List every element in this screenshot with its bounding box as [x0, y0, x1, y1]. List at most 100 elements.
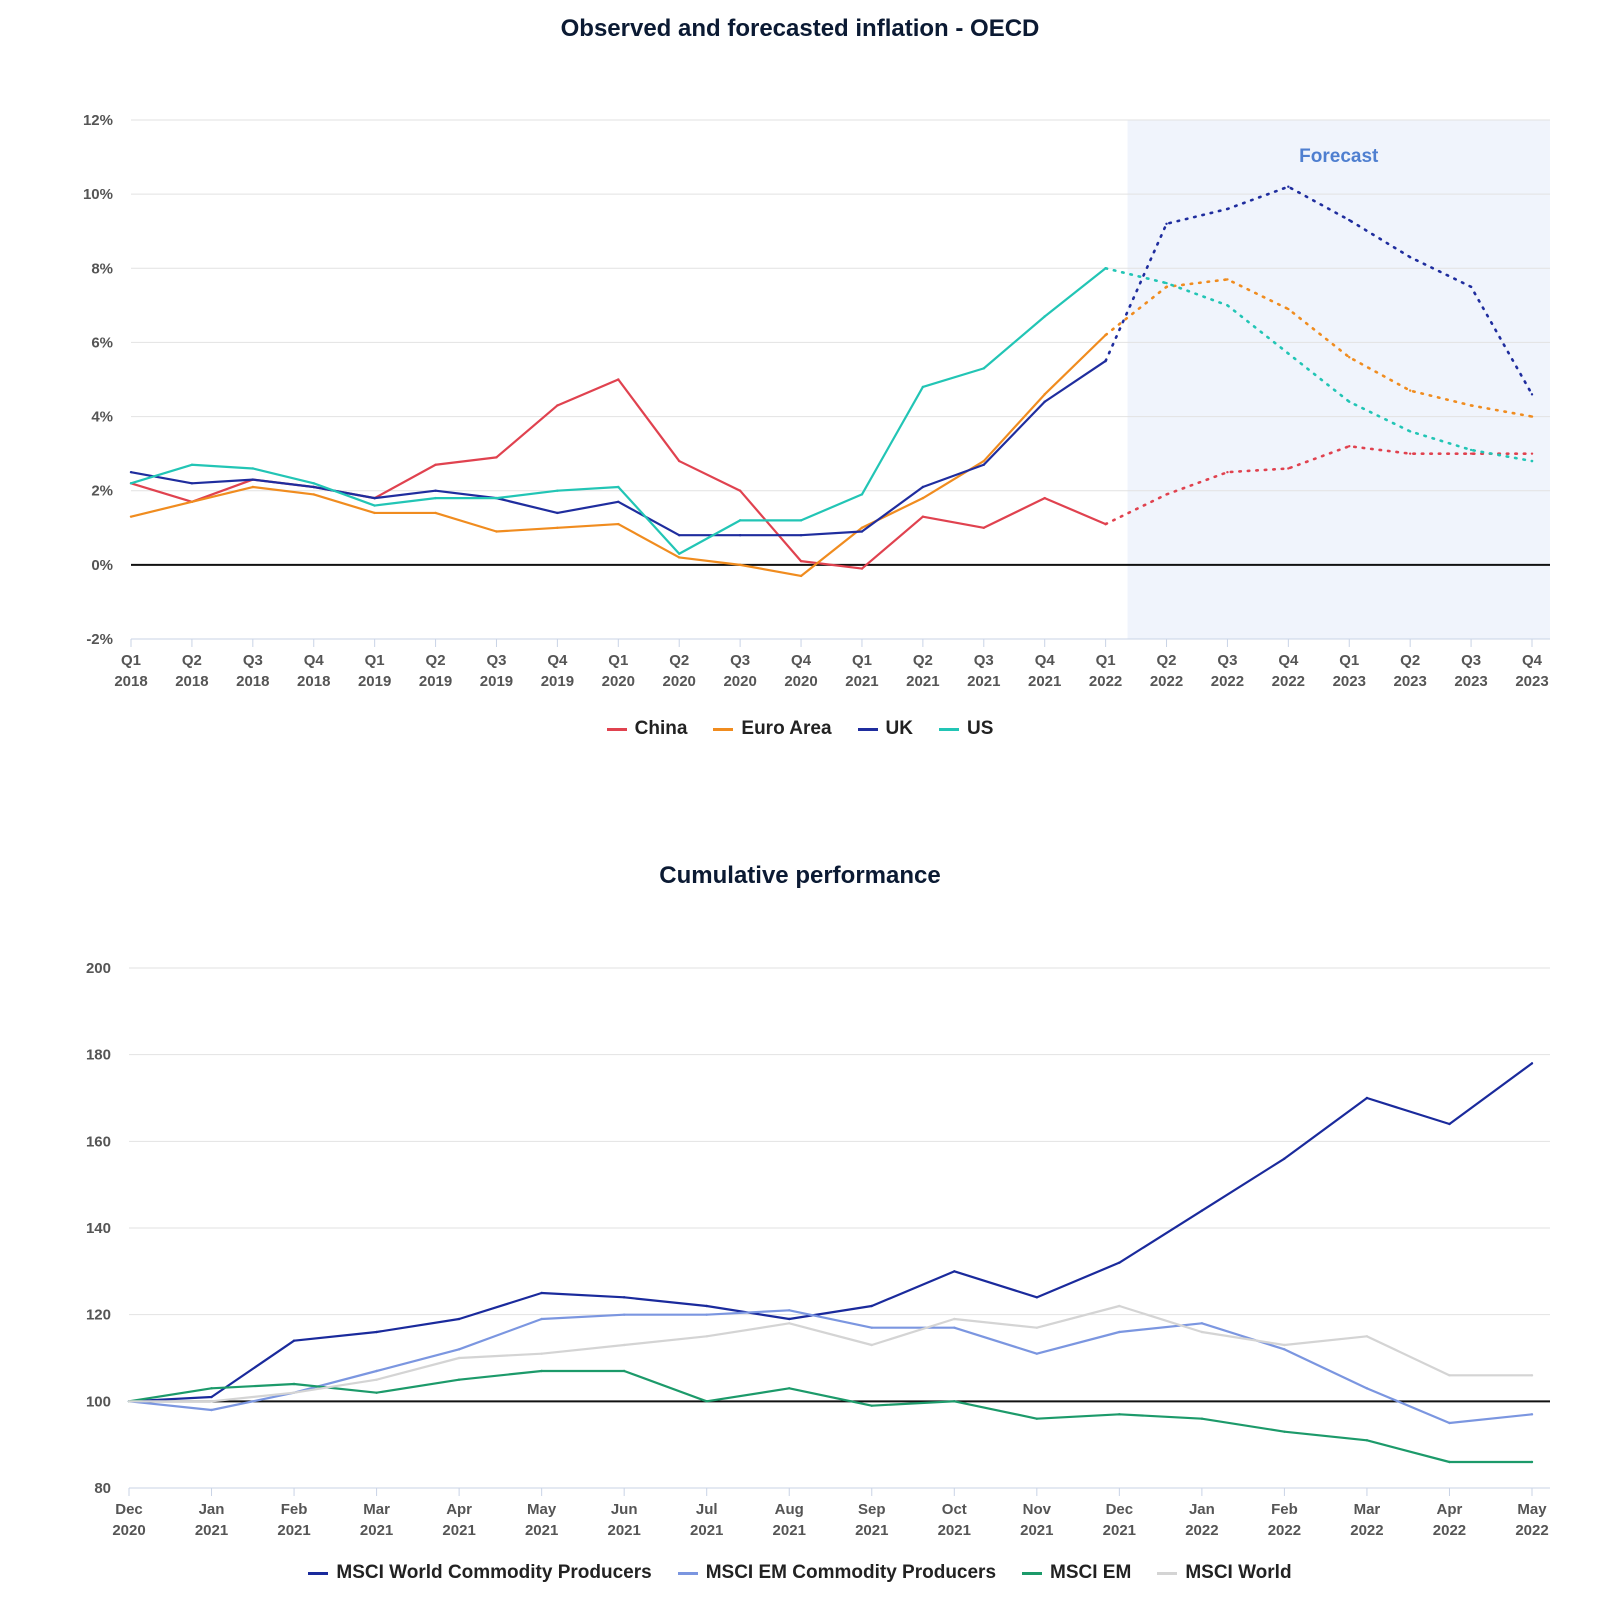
legend-swatch: [308, 1571, 329, 1575]
x-tick-label: Q2 2022: [1150, 652, 1183, 690]
data-point: [312, 482, 315, 485]
y-tick-label: 4%: [91, 409, 113, 426]
legend-swatch: [938, 727, 959, 731]
data-point: [1200, 1330, 1204, 1334]
data-point: [210, 1408, 213, 1412]
data-point: [1283, 1343, 1286, 1347]
data-point: [870, 1343, 873, 1347]
data-point: [799, 519, 803, 522]
data-point: [921, 485, 925, 489]
data-point: [799, 559, 803, 563]
data-point: [434, 511, 437, 515]
chart-title-cumulative: Cumulative performance: [659, 862, 941, 889]
y-tick-label: 200: [86, 960, 111, 977]
x-tick-label: Jun 2021: [607, 1501, 640, 1539]
data-point: [373, 504, 376, 507]
series-line-msci-em: [128, 1369, 1532, 1464]
legend-item-uk[interactable]: UK: [857, 718, 913, 740]
data-point: [1408, 452, 1412, 455]
legend-item-msci-em-commodity-producers[interactable]: MSCI EM Commodity Producers: [677, 1562, 997, 1584]
data-point: [1104, 522, 1107, 526]
series-line-msci-world-commodity-producers: [128, 1062, 1533, 1403]
data-point: [1348, 400, 1351, 403]
data-point: [678, 459, 681, 463]
data-point: [705, 1400, 708, 1403]
data-point: [982, 526, 985, 529]
y-tick-label: -2%: [86, 631, 113, 648]
legend-item-msci-em[interactable]: MSCI EM: [1022, 1562, 1131, 1584]
data-point: [870, 1404, 873, 1407]
data-point: [982, 459, 985, 463]
data-point: [1035, 1326, 1039, 1329]
inflation-chart: Forecast -2% 0% 2% 4% 6% 8% 10% 12% Q1 2018 Q2 2018 Q…: [83, 112, 1550, 690]
data-point: [1118, 1261, 1121, 1264]
chart-title-inflation: Observed and forecasted inflation - OECD: [560, 15, 1040, 42]
x-tick-label: Jan 2022: [1185, 1501, 1218, 1539]
x-tick-label: Apr 2021: [442, 1501, 475, 1539]
data-point: [1287, 352, 1290, 355]
series-uk: [129, 185, 1534, 537]
data-point: [1043, 496, 1046, 500]
x-tick-label: Q2 2021: [906, 652, 939, 690]
data-point: [1530, 415, 1534, 418]
x-tick-label: Q3 2023: [1454, 652, 1487, 690]
y-tick-label: 180: [86, 1047, 111, 1064]
y-tick-label: 2%: [91, 483, 113, 500]
data-point: [1035, 1352, 1039, 1355]
data-point: [540, 1291, 543, 1295]
series-msci-world-commodity-producers: [127, 1062, 1534, 1403]
legend-swatch: [677, 1571, 698, 1575]
data-point: [982, 367, 985, 370]
x-tick-label: Q2 2018: [175, 652, 208, 690]
data-point: [251, 485, 255, 489]
data-point: [1165, 493, 1168, 496]
x-tick-label: Nov 2021: [1020, 1501, 1053, 1539]
data-point: [921, 515, 925, 518]
x-tick-label: Q1 2018: [114, 652, 147, 690]
legend-item-us[interactable]: US: [938, 718, 993, 740]
data-point: [617, 378, 620, 381]
x-tick-label: Sep 2021: [855, 1501, 888, 1539]
data-point: [799, 534, 803, 537]
data-point: [622, 1343, 626, 1347]
legend-item-china[interactable]: China: [606, 718, 687, 740]
legend-swatch: [1022, 1571, 1043, 1575]
data-point: [953, 1326, 956, 1329]
data-point: [1104, 333, 1107, 337]
data-point: [1287, 185, 1290, 188]
data-point: [678, 534, 681, 537]
data-point: [210, 1395, 213, 1399]
data-point: [251, 467, 255, 470]
legend-swatch: [606, 727, 627, 731]
x-tick-label: Q1 2023: [1333, 652, 1366, 690]
data-point: [1200, 1322, 1204, 1325]
data-point: [860, 567, 864, 570]
data-point: [434, 496, 437, 500]
legend-label: MSCI EM Commodity Producers: [705, 1562, 997, 1583]
legend-item-msci-world[interactable]: MSCI World: [1157, 1562, 1292, 1584]
data-point: [860, 530, 864, 533]
data-point: [788, 1322, 791, 1325]
legend-item-msci-world-commodity-producers[interactable]: MSCI World Commodity Producers: [308, 1562, 652, 1584]
series-line-msci-em-commodity-producers: [128, 1309, 1533, 1425]
series-forecast-line-uk: [1104, 185, 1534, 396]
legend-item-euro-area[interactable]: Euro Area: [713, 718, 832, 740]
data-point: [1530, 1460, 1534, 1464]
data-point: [1226, 304, 1229, 307]
series-msci-em-commodity-producers: [127, 1309, 1534, 1425]
data-point: [190, 482, 194, 485]
data-point: [127, 1400, 131, 1403]
data-point: [1469, 452, 1473, 455]
y-tick-label: 120: [86, 1307, 111, 1324]
x-tick-label: Q3 2018: [236, 652, 269, 690]
data-point: [129, 515, 133, 518]
legend-swatch: [713, 727, 734, 731]
data-point: [678, 556, 681, 559]
data-point: [788, 1387, 791, 1390]
legend-label: MSCI World: [1185, 1562, 1292, 1583]
data-point: [799, 574, 803, 578]
data-point: [292, 1382, 296, 1386]
x-tick-label: Q1 2020: [602, 652, 635, 690]
y-tick-label: 8%: [91, 260, 113, 277]
data-point: [870, 1326, 873, 1329]
